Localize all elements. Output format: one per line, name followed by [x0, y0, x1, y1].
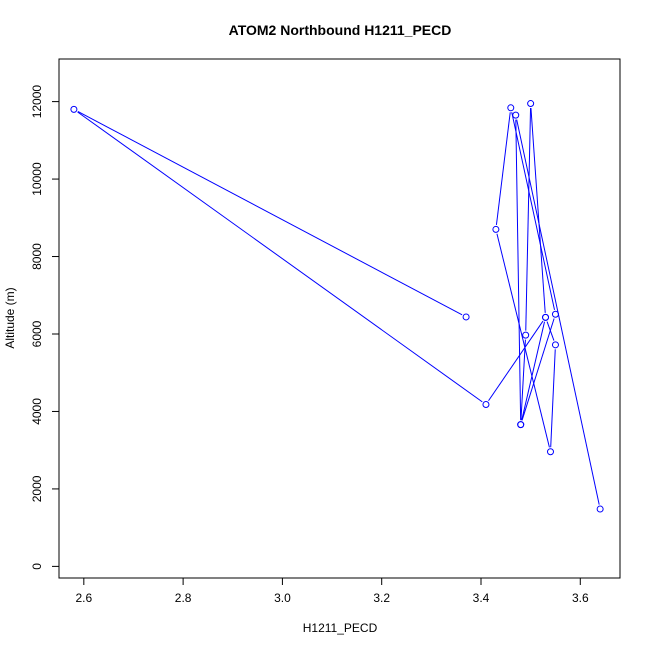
series-line-segment [511, 112, 555, 310]
series-line-segment [521, 318, 555, 421]
data-point [507, 104, 515, 112]
y-tick-label: 0 [30, 563, 44, 570]
series-line-segment [77, 111, 463, 316]
y-tick-label: 10000 [30, 162, 44, 196]
data-point [542, 313, 550, 321]
y-tick-label: 12000 [30, 85, 44, 119]
x-axis: 2.6 2.8 3.0 3.2 3.4 3.6 [75, 578, 589, 605]
y-tick-label: 4000 [30, 398, 44, 425]
y-tick-label: 6000 [30, 320, 44, 347]
data-point [527, 100, 535, 108]
data-point [492, 225, 500, 233]
y-tick-label: 8000 [30, 243, 44, 270]
series-line-segment [525, 108, 532, 331]
y-tick-label: 2000 [30, 475, 44, 502]
series-line-segment [488, 320, 544, 402]
series-line-segment [530, 107, 546, 313]
series-line-segment [495, 112, 511, 226]
y-axis-label: Altitude (m) [3, 287, 17, 348]
data-point [70, 105, 78, 113]
plot-frame [58, 58, 621, 579]
series-line-segment [521, 321, 546, 421]
series-line-segment [550, 349, 556, 448]
series-layer [70, 100, 604, 513]
y-axis: 0 2000 4000 6000 8000 10000 12000 [30, 85, 59, 570]
x-tick-label: 2.6 [75, 591, 92, 605]
data-point [551, 341, 559, 349]
x-tick-label: 3.6 [572, 591, 589, 605]
data-point [482, 400, 490, 408]
series-line-segment [77, 111, 483, 403]
data-point [546, 448, 554, 456]
series-line-segment [520, 339, 526, 421]
x-tick-label: 3.2 [373, 591, 390, 605]
data-point [462, 313, 470, 321]
x-tick-label: 2.8 [175, 591, 192, 605]
series-line-segment [515, 119, 522, 421]
data-point [512, 111, 520, 119]
data-point [596, 505, 604, 513]
data-point [517, 421, 525, 429]
data-point [522, 331, 530, 339]
x-tick-label: 3.0 [274, 591, 291, 605]
x-axis-label: H1211_PECD [303, 621, 378, 635]
chart-title: ATOM2 Northbound H1211_PECD [229, 22, 452, 38]
series-line-segment [496, 233, 550, 448]
data-point [551, 310, 559, 318]
x-tick-label: 3.4 [473, 591, 490, 605]
